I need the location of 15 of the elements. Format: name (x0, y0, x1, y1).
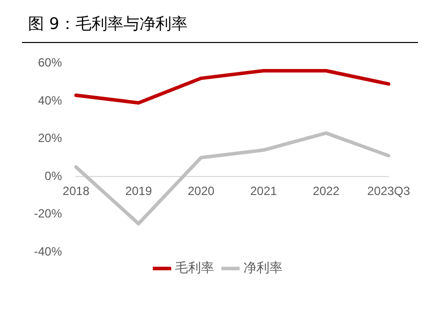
x-tick-label: 2020 (188, 184, 215, 198)
x-tick-label: 2021 (250, 184, 278, 198)
chart-title: 图 9：毛利率与净利率 (28, 14, 188, 35)
x-tick-label: 2019 (125, 184, 152, 198)
y-tick-label: 20% (38, 131, 62, 146)
y-tick-label: 60% (38, 56, 62, 70)
y-tick-label: -20% (34, 206, 62, 221)
legend-label: 毛利率 (175, 260, 214, 276)
y-tick-label: 0% (44, 168, 62, 183)
x-tick-label: 2023Q3 (367, 184, 410, 198)
y-tick-label: 40% (38, 93, 62, 108)
x-tick-label: 2018 (62, 184, 90, 198)
legend-label: 净利率 (244, 260, 282, 276)
x-tick-label: 2022 (312, 184, 340, 198)
y-tick-label: -40% (34, 244, 62, 258)
